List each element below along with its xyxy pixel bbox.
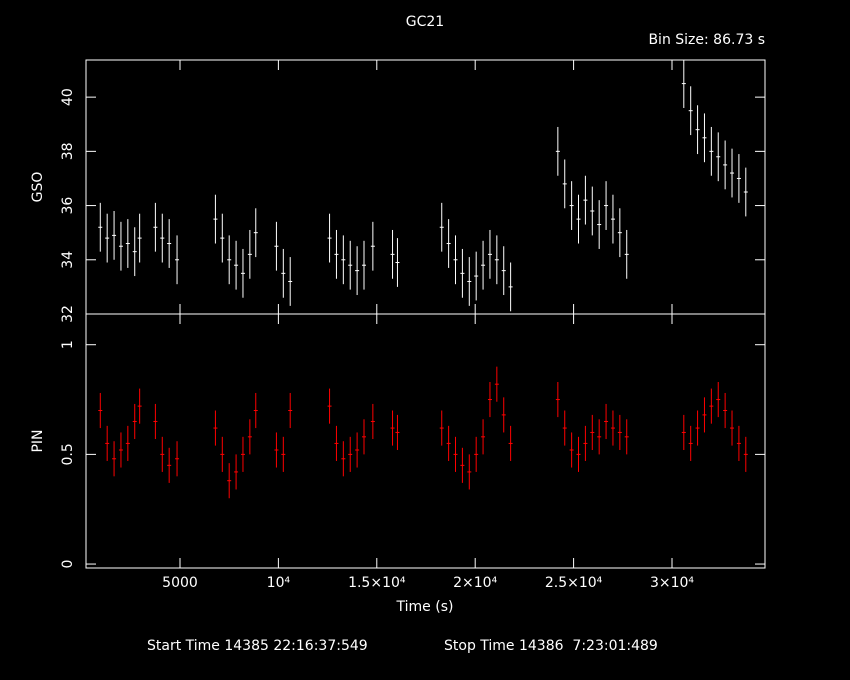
x-axis-label: Time (s) — [396, 599, 454, 615]
y-tick-label: 1 — [60, 340, 76, 349]
x-tick-label: 2×10⁴ — [453, 575, 497, 591]
x-tick-label: 1.5×10⁴ — [348, 575, 406, 591]
start-time: Start Time 14385 22:16:37:549 — [147, 638, 368, 654]
y-tick-label: 34 — [60, 251, 76, 269]
x-tick-label: 2.5×10⁴ — [545, 575, 603, 591]
bin-size: Bin Size: 86.73 s — [648, 32, 765, 48]
y-axis-label: PIN — [30, 429, 46, 452]
x-tick-label: 5000 — [162, 575, 198, 591]
y-tick-label: 36 — [60, 197, 76, 215]
y-tick-label: 32 — [60, 305, 76, 323]
y-tick-label: 0 — [60, 560, 76, 569]
y-axis-label: GSO — [30, 172, 46, 203]
stop-time: Stop Time 14386 7:23:01:489 — [444, 638, 658, 654]
y-tick-label: 40 — [60, 88, 76, 106]
y-tick-label: 0.5 — [60, 443, 76, 465]
y-tick-label: 38 — [60, 142, 76, 160]
x-tick-label: 3×10⁴ — [650, 575, 694, 591]
chart-title: GC21 — [406, 14, 444, 30]
x-tick-label: 10⁴ — [267, 575, 291, 591]
